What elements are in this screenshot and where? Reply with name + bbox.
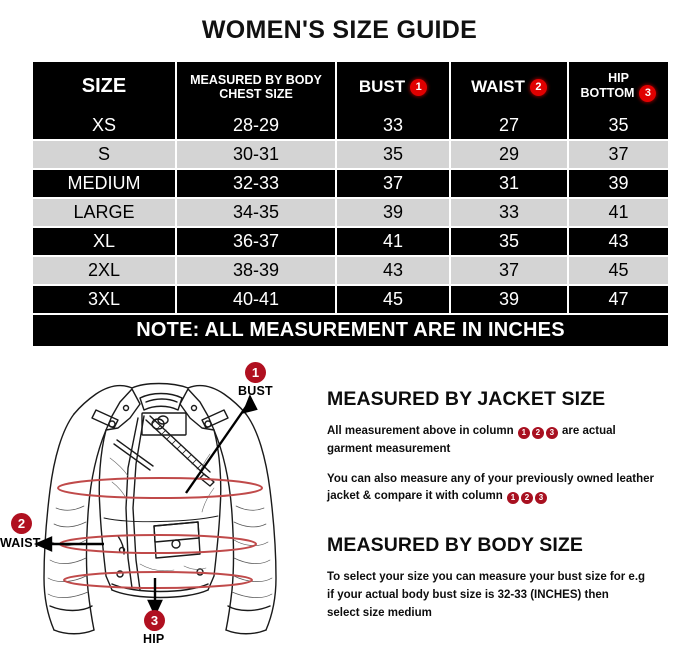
body-p1-text-b: if your actual body bust size is 32-33 (…: [327, 589, 609, 602]
cell-chest: 32-33: [176, 169, 337, 199]
waist-arrow-head: [33, 536, 53, 552]
cell-hip: 35: [568, 111, 668, 141]
table-row: XL 36-37 41 35 43: [33, 227, 668, 257]
jacket-p2-text-a: You can also measure any of your previou…: [327, 472, 654, 485]
header-measured-line1: MEASURED BY BODY: [190, 72, 322, 87]
cell-waist: 29: [450, 140, 569, 170]
cell-bust: 35: [336, 140, 451, 170]
hip-arrow-head: [147, 599, 163, 617]
cell-chest: 40-41: [176, 285, 337, 315]
cell-size: XS: [33, 111, 177, 141]
header-hip-bottom: HIP BOTTOM 3: [568, 62, 668, 111]
cell-size: MEDIUM: [33, 169, 177, 199]
inline-badge-1b-icon: 1: [506, 492, 519, 505]
table-row: S 30-31 35 29 37: [33, 140, 668, 170]
heading-measured-by-jacket-size: MEASURED BY JACKET SIZE: [327, 388, 606, 410]
jacket-line-art-icon: [33, 382, 277, 635]
body-paragraph-1: To select your size you can measure your…: [327, 569, 672, 622]
table-note-row: NOTE: ALL MEASUREMENT ARE IN INCHES: [33, 313, 668, 346]
table-header-row: SIZE MEASURED BY BODY CHEST SIZE BUST 1 W…: [33, 62, 668, 111]
cell-size: S: [33, 140, 177, 170]
header-hip-line1: HIP: [608, 71, 629, 85]
bust-arrow-head: [242, 394, 258, 414]
cell-waist: 33: [450, 198, 569, 228]
cell-waist: 35: [450, 227, 569, 257]
cell-hip: 45: [568, 256, 668, 286]
cell-hip: 37: [568, 140, 668, 170]
badge-3-icon: 3: [639, 85, 657, 102]
cell-chest: 34-35: [176, 198, 337, 228]
header-hip-line2: BOTTOM: [580, 85, 635, 100]
cell-bust: 41: [336, 227, 451, 257]
inline-badge-3b-icon: 3: [534, 492, 547, 505]
bust-measure-line: [57, 477, 263, 499]
info-panel: MEASURED BY JACKET SIZE All measurement …: [327, 388, 672, 635]
size-table: SIZE MEASURED BY BODY CHEST SIZE BUST 1 W…: [33, 62, 668, 346]
body-p1-text-c: select size medium: [327, 606, 432, 619]
cell-hip: 41: [568, 198, 668, 228]
marker-label-hip: HIP: [143, 632, 165, 646]
cell-hip: 39: [568, 169, 668, 199]
inline-badge-3-icon: 3: [545, 427, 558, 439]
badge-2-icon: 2: [529, 79, 547, 96]
jacket-illustration: 1 BUST 2 WAIST 3 HIP: [0, 358, 320, 646]
header-size: SIZE: [33, 62, 177, 111]
cell-chest: 28-29: [176, 111, 337, 141]
bust-arrow-line: [185, 400, 251, 494]
cell-size: LARGE: [33, 198, 177, 228]
page-title: WOMEN'S SIZE GUIDE: [201, 16, 478, 44]
header-measured-line2: CHEST SIZE: [219, 86, 293, 101]
cell-waist: 39: [450, 285, 569, 315]
table-row: MEDIUM 32-33 37 31 39: [33, 169, 668, 199]
marker-badge-3-hip: 3: [144, 610, 165, 631]
heading-measured-by-body-size: MEASURED BY BODY SIZE: [327, 534, 584, 557]
cell-hip: 43: [568, 227, 668, 257]
header-bust-label: BUST: [358, 76, 406, 96]
inline-badge-2b-icon: 2: [520, 492, 533, 505]
cell-hip: 47: [568, 285, 668, 315]
cell-waist: 37: [450, 256, 569, 286]
cell-bust: 45: [336, 285, 451, 315]
table-row: XS 28-29 33 27 35: [33, 111, 668, 141]
jacket-p1-text-b: are actual: [562, 425, 616, 437]
cell-chest: 38-39: [176, 256, 337, 286]
jacket-p1-text-c: garment measurement: [327, 442, 451, 455]
header-waist: WAIST 2: [450, 62, 569, 111]
cell-chest: 36-37: [176, 227, 337, 257]
cell-size: 3XL: [33, 285, 177, 315]
header-waist-label: WAIST: [471, 76, 525, 96]
marker-badge-2-waist: 2: [11, 513, 32, 534]
table-row: 2XL 38-39 43 37 45: [33, 256, 668, 286]
inline-badge-1-icon: 1: [517, 427, 530, 439]
inline-badge-2-icon: 2: [531, 427, 544, 439]
cell-bust: 43: [336, 256, 451, 286]
cell-waist: 27: [450, 111, 569, 141]
cell-size: XL: [33, 227, 177, 257]
header-measured-by-body-chest-size: MEASURED BY BODY CHEST SIZE: [176, 62, 337, 111]
cell-waist: 31: [450, 169, 569, 199]
jacket-paragraph-2: You can also measure any of your previou…: [327, 471, 672, 507]
jacket-p1-text-a: All measurement above in column: [327, 425, 514, 437]
marker-label-bust: BUST: [238, 384, 273, 398]
cell-size: 2XL: [33, 256, 177, 286]
jacket-p2-text-b: jacket & compare it with column: [327, 490, 503, 503]
cell-bust: 39: [336, 198, 451, 228]
table-body: XS 28-29 33 27 35 S 30-31 35 29 37 MEDIUM 32-33 37 31…: [33, 111, 668, 315]
hip-measure-line: [63, 571, 253, 589]
body-p1-text-a: To select your size you can measure your…: [327, 571, 646, 584]
marker-badge-1-bust: 1: [245, 362, 266, 383]
table-note: NOTE: ALL MEASUREMENT ARE IN INCHES: [33, 313, 668, 346]
badge-1-icon: 1: [410, 79, 428, 96]
table-row: 3XL 40-41 45 39 47: [33, 285, 668, 315]
cell-bust: 33: [336, 111, 451, 141]
marker-label-waist: WAIST: [0, 536, 41, 550]
cell-bust: 37: [336, 169, 451, 199]
cell-chest: 30-31: [176, 140, 337, 170]
header-bust: BUST 1: [336, 62, 451, 111]
table-row: LARGE 34-35 39 33 41: [33, 198, 668, 228]
